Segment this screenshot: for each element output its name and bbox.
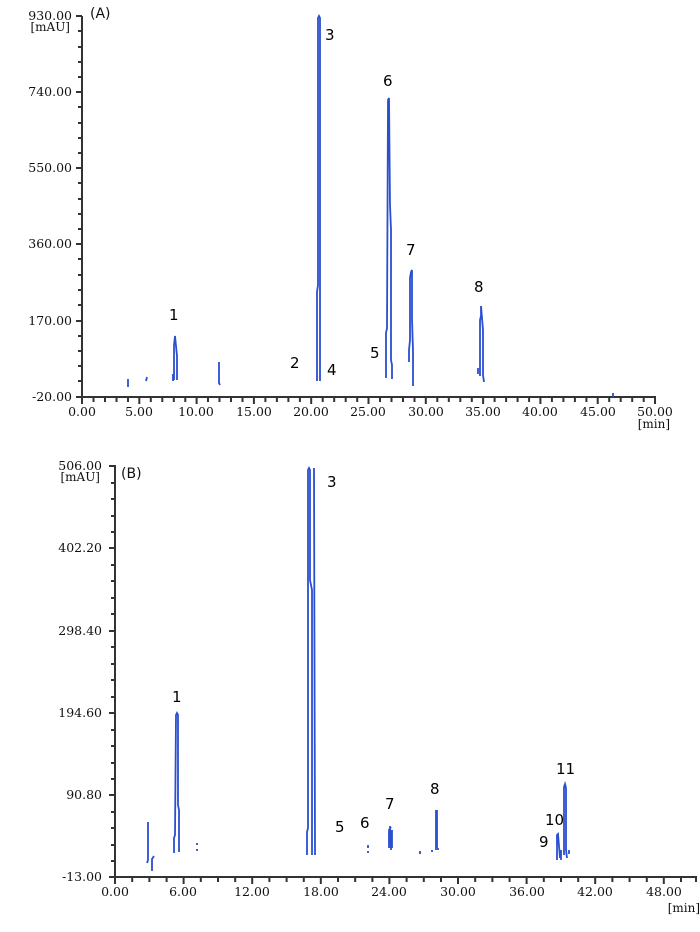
panel-b-x-tick-42: 42.00	[577, 884, 613, 899]
panel-b-peak-label-1: 1	[172, 688, 182, 706]
panel-b-y-ticks	[109, 465, 115, 878]
panel-a-label: (A)	[90, 6, 111, 22]
panel-a-y-tick-550: 550.00	[28, 160, 72, 175]
panel-a: 930.00 [mAU] 740.00 550.00 360.00 170.00…	[28, 6, 673, 431]
panel-b-peak-label-9: 9	[539, 833, 549, 851]
panel-a-peak-label-6: 6	[383, 72, 393, 90]
panel-a-y-unit: [mAU]	[30, 20, 70, 34]
panel-b-y-tick-194: 194.60	[58, 705, 102, 720]
panel-b-y-tick-90: 90.80	[66, 787, 102, 802]
panel-a-x-tick-45: 45.00	[580, 404, 616, 419]
panel-b-peak-label-3: 3	[327, 473, 337, 491]
panel-a-x-tick-5: 5.00	[125, 404, 153, 419]
panel-a-peak-label-5: 5	[370, 344, 380, 362]
panel-a-trace	[127, 13, 614, 397]
panel-a-peak-label-8: 8	[474, 278, 484, 296]
panel-a-x-tick-35: 35.00	[465, 404, 501, 419]
panel-b-y-tick-402: 402.20	[58, 540, 102, 555]
panel-a-peak-label-1: 1	[169, 306, 179, 324]
panel-a-y-tick-neg20: -20.00	[32, 389, 72, 404]
panel-a-x-tick-25: 25.00	[350, 404, 386, 419]
panel-a-y-tick-360: 360.00	[28, 236, 72, 251]
panel-b-peak-label-7: 7	[385, 795, 395, 813]
panel-a-x-ticks	[81, 397, 656, 404]
panel-b-y-tick-neg13: -13.00	[62, 869, 102, 884]
panel-b-y-tick-506: 506.00	[58, 458, 102, 473]
panel-a-peak-label-3: 3	[325, 26, 335, 44]
panel-a-y-ticks	[76, 15, 82, 398]
panel-a-x-tick-40: 40.00	[522, 404, 558, 419]
panel-a-y-tick-170: 170.00	[28, 313, 72, 328]
panel-a-x-tick-20: 20.00	[293, 404, 329, 419]
panel-b-trace	[146, 465, 570, 871]
panel-b-peak-label-5: 5	[335, 818, 345, 836]
panel-b: 506.00 [mAU] 402.20 298.40 194.60 90.80 …	[58, 458, 700, 915]
panel-b-label: (B)	[121, 466, 142, 482]
panel-a-x-tick-50: 50.00	[637, 404, 673, 419]
panel-a-x-tick-30: 30.00	[408, 404, 444, 419]
panel-b-x-tick-0: 0.00	[101, 884, 129, 899]
panel-b-x-tick-12: 12.00	[234, 884, 270, 899]
panel-b-y-tick-298: 298.40	[58, 623, 102, 638]
panel-b-x-tick-18: 18.00	[303, 884, 339, 899]
panel-b-y-unit: [mAU]	[60, 470, 100, 484]
panel-b-peak-label-10: 10	[545, 811, 564, 829]
panel-b-x-tick-24: 24.00	[371, 884, 407, 899]
panel-a-peak-label-4: 4	[327, 361, 337, 379]
panel-a-x-tick-10: 10.00	[178, 404, 214, 419]
panel-b-x-tick-6: 6.00	[169, 884, 197, 899]
panel-b-x-tick-48: 48.00	[646, 884, 682, 899]
panel-b-peak-label-6: 6	[360, 814, 370, 832]
panel-a-x-tick-15: 15.00	[236, 404, 272, 419]
panel-a-y-tick-740: 740.00	[28, 84, 72, 99]
panel-a-y-tick-930: 930.00	[28, 8, 72, 23]
panel-b-peak-label-8: 8	[430, 780, 440, 798]
panel-a-peak-label-7: 7	[406, 241, 416, 259]
panel-b-x-ticks	[114, 877, 697, 884]
panel-a-x-unit: [min]	[638, 417, 670, 431]
panel-b-x-tick-36: 36.00	[509, 884, 545, 899]
panel-b-x-unit: [min]	[668, 901, 700, 915]
panel-a-x-tick-0: 0.00	[68, 404, 96, 419]
panel-b-x-tick-30: 30.00	[440, 884, 476, 899]
panel-a-peak-label-2: 2	[290, 354, 300, 372]
panel-b-peak-label-11: 11	[556, 760, 575, 778]
